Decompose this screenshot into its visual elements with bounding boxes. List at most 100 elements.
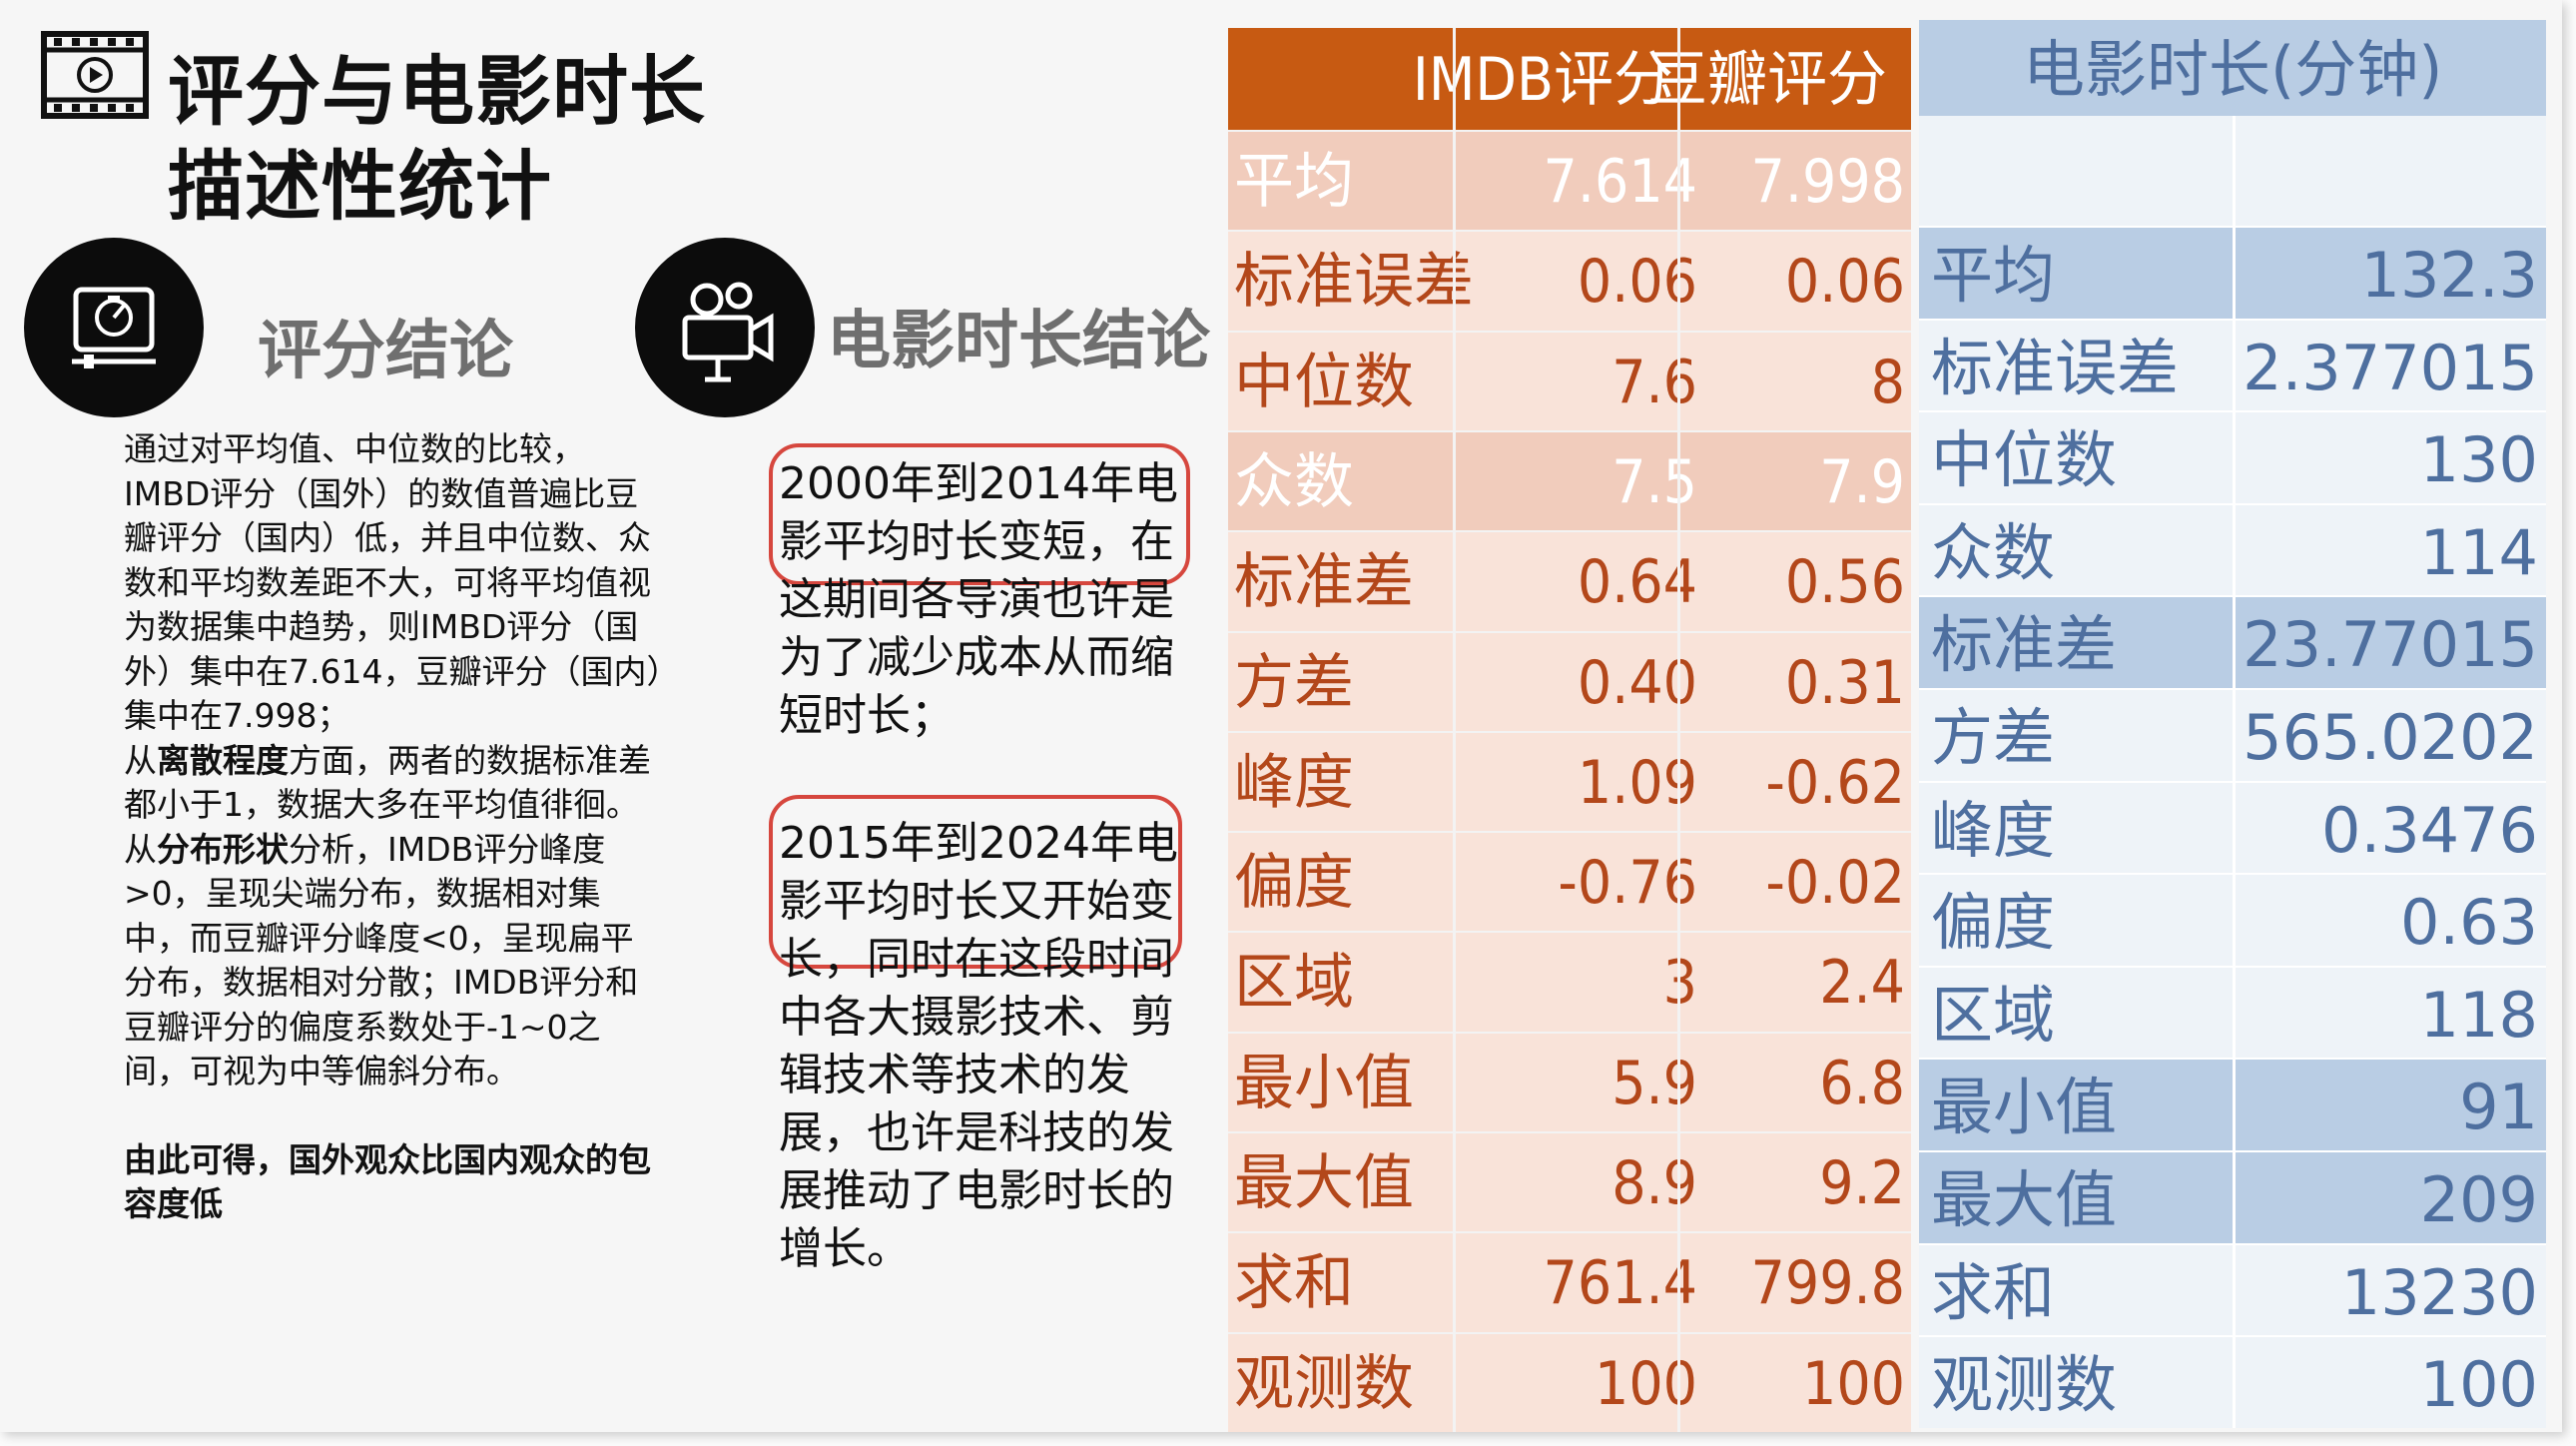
table-row: 最小值 5.9 6.8 bbox=[1228, 1031, 1911, 1133]
row-label: 观测数 bbox=[1931, 1348, 2118, 1422]
imdb-value: -0.76 bbox=[1558, 848, 1697, 919]
row-label: 中位数 bbox=[1234, 347, 1414, 417]
row-label: 标准误差 bbox=[1234, 247, 1474, 318]
row-label: 方差 bbox=[1931, 701, 2056, 774]
duration-value: 209 bbox=[2419, 1163, 2538, 1236]
imdb-value: 761.4 bbox=[1543, 1248, 1697, 1319]
table-row: 最大值 8.9 9.2 bbox=[1228, 1131, 1911, 1233]
imdb-value: 7.614 bbox=[1543, 147, 1697, 217]
table-header-row: IMDB评分 豆瓣评分 bbox=[1228, 28, 1911, 130]
douban-value: 0.31 bbox=[1784, 647, 1905, 718]
duration-value: 2.377015 bbox=[2243, 331, 2538, 404]
highlight-oval bbox=[769, 795, 1182, 969]
row-label: 标准差 bbox=[1234, 547, 1414, 618]
row-label: 平均 bbox=[1931, 239, 2056, 312]
duration-value: 13230 bbox=[2340, 1255, 2538, 1329]
film-play-icon bbox=[41, 31, 149, 119]
imdb-value: 7.6 bbox=[1611, 347, 1697, 417]
row-label: 偏度 bbox=[1931, 886, 2056, 960]
row-label: 求和 bbox=[1234, 1248, 1354, 1319]
row-label: 区域 bbox=[1931, 978, 2056, 1052]
table-row: 方差 565.0202 bbox=[1919, 688, 2546, 782]
table-row: 偏度 -0.76 -0.02 bbox=[1228, 831, 1911, 933]
duration-value: 0.63 bbox=[2399, 886, 2538, 960]
row-label: 众数 bbox=[1931, 515, 2056, 589]
row-label: 标准误差 bbox=[1931, 331, 2180, 404]
imdb-value: 8.9 bbox=[1611, 1148, 1697, 1218]
rating-section-badge bbox=[24, 238, 204, 417]
table-row: 区域32.4 bbox=[1228, 931, 1911, 1033]
duration-paragraph-1: 2000年到2014年电影平均时长变短，在这期间各导演也许是为了减少成本从而缩短… bbox=[779, 458, 1178, 741]
table-row: 峰度 0.3476 bbox=[1919, 780, 2546, 875]
douban-value: 6.8 bbox=[1819, 1048, 1905, 1118]
rating-paragraph-1: 通过对平均值、中位数的比较，IMBD评分（国外）的数值普遍比豆瓣评分（国内）低，… bbox=[124, 429, 663, 735]
row-label: 中位数 bbox=[1931, 423, 2118, 497]
duration-value: 130 bbox=[2419, 423, 2538, 497]
duration-value: 114 bbox=[2419, 515, 2538, 589]
rating-final-conclusion: 由此可得，国外观众比国内观众的包容度低 bbox=[124, 1139, 651, 1224]
duration-value: 23.77015 bbox=[2243, 608, 2538, 682]
table-row: 方差 0.40 0.31 bbox=[1228, 630, 1911, 733]
table-row: 标准差 0.64 0.56 bbox=[1228, 530, 1911, 632]
column-header-imdb: IMDB评分 bbox=[1412, 45, 1673, 115]
imdb-value: 0.06 bbox=[1577, 247, 1697, 318]
rating-conclusion-text: 通过对平均值、中位数的比较，IMBD评分（国外）的数值普遍比豆瓣评分（国内）低，… bbox=[124, 427, 663, 1227]
duration-paragraph-2: 2015年到2024年电影平均时长又开始变长，同时在这段时间中各大摄影技术、剪辑… bbox=[779, 818, 1178, 1274]
imdb-value: 0.40 bbox=[1577, 647, 1697, 718]
row-label: 峰度 bbox=[1234, 747, 1354, 818]
table-row: 众数 7.5 7.9 bbox=[1228, 429, 1911, 532]
imdb-value: 0.64 bbox=[1577, 547, 1697, 618]
row-label: 标准差 bbox=[1931, 608, 2118, 682]
rating-statistics-table: IMDB评分 豆瓣评分 平均 7.614 7.998 标准误差 0.06 0.06 中位数 7… bbox=[1228, 28, 1911, 1432]
douban-value: 799.8 bbox=[1750, 1248, 1905, 1319]
row-label: 平均 bbox=[1234, 147, 1354, 217]
table-row: 平均 7.614 7.998 bbox=[1228, 130, 1911, 232]
duration-statistics-table: 电影时长(分钟) 平均 132.3 标准误差 2.377015 中位数 130 众数 114 标… bbox=[1919, 20, 2546, 1428]
douban-value: 9.2 bbox=[1819, 1148, 1905, 1218]
rating-section-title: 评分结论 bbox=[258, 315, 513, 388]
duration-value: 565.0202 bbox=[2243, 701, 2538, 774]
imdb-value: 1.09 bbox=[1577, 747, 1697, 818]
row-label: 偏度 bbox=[1234, 848, 1354, 919]
table-row: 偏度 0.63 bbox=[1919, 873, 2546, 967]
imdb-value: 100 bbox=[1594, 1348, 1697, 1419]
row-label: 区域 bbox=[1234, 948, 1354, 1019]
highlight-oval bbox=[769, 443, 1190, 585]
page-title-line-2: 描述性统计 bbox=[168, 142, 552, 231]
duration-value: 100 bbox=[2419, 1348, 2538, 1422]
douban-value: 100 bbox=[1801, 1348, 1905, 1419]
row-label: 峰度 bbox=[1931, 793, 2056, 867]
douban-value: 2.4 bbox=[1819, 948, 1905, 1019]
table-row: 中位数 7.6 8 bbox=[1228, 330, 1911, 432]
douban-value: 0.56 bbox=[1784, 547, 1905, 618]
movie-camera-icon bbox=[682, 282, 774, 382]
row-label: 最大值 bbox=[1931, 1163, 2118, 1236]
row-label: 最大值 bbox=[1234, 1148, 1414, 1218]
douban-value: 7.9 bbox=[1819, 446, 1905, 517]
douban-value: -0.02 bbox=[1765, 848, 1905, 919]
duration-value: 118 bbox=[2419, 978, 2538, 1052]
row-label: 最小值 bbox=[1234, 1048, 1414, 1118]
imdb-value: 7.5 bbox=[1611, 446, 1697, 517]
douban-value: 7.998 bbox=[1750, 147, 1905, 217]
rating-paragraph-2: 从离散程度方面，两者的数据标准差都小于1，数据大多在平均值徘徊。 bbox=[124, 740, 651, 825]
douban-value: 0.06 bbox=[1784, 247, 1905, 318]
row-label: 众数 bbox=[1234, 446, 1354, 517]
column-divider bbox=[1453, 28, 1456, 1432]
row-label: 最小值 bbox=[1931, 1071, 2118, 1144]
table-header-row: 电影时长(分钟) bbox=[1919, 20, 2546, 116]
duration-section-badge bbox=[635, 238, 815, 417]
duration-value: 132.3 bbox=[2360, 239, 2539, 312]
table-row: 标准误差 0.06 0.06 bbox=[1228, 230, 1911, 332]
rating-paragraph-3: 从分布形状分析，IMDB评分峰度>0，呈现尖端分布，数据相对集中，而豆瓣评分峰度… bbox=[124, 829, 639, 1091]
row-label: 方差 bbox=[1234, 647, 1354, 718]
table-row: 观测数 100 100 bbox=[1228, 1331, 1911, 1434]
duration-value: 0.3476 bbox=[2321, 793, 2538, 867]
douban-value: 8 bbox=[1870, 347, 1905, 417]
column-divider bbox=[1677, 28, 1680, 1432]
duration-section-title: 电影时长结论 bbox=[827, 305, 1210, 378]
table-row: 峰度 1.09 -0.62 bbox=[1228, 730, 1911, 833]
table-row: 观测数 100 bbox=[1919, 1335, 2546, 1429]
table-row: 求和 761.4 799.8 bbox=[1228, 1231, 1911, 1333]
